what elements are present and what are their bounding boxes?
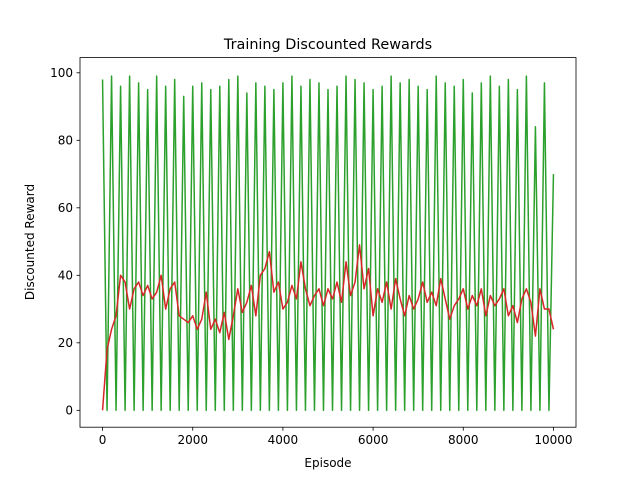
- y-tick-label: 0: [65, 403, 73, 417]
- series-line: [101, 244, 555, 411]
- x-tick-label: 6000: [358, 433, 389, 447]
- y-tick-label: 60: [58, 201, 73, 215]
- y-tick-label: 40: [58, 268, 73, 282]
- x-tick-label: 0: [99, 433, 107, 447]
- plot-frame: [79, 57, 577, 428]
- x-tick-label: 10000: [534, 433, 572, 447]
- x-tick-label: 4000: [268, 433, 299, 447]
- y-axis-label: Discounted Reward: [23, 184, 37, 300]
- x-tick-label: 2000: [177, 433, 208, 447]
- x-tick-label: 8000: [448, 433, 479, 447]
- y-tick-label: 100: [50, 66, 73, 80]
- y-tick-label: 20: [58, 336, 73, 350]
- y-tick-label: 80: [58, 133, 73, 147]
- series-line: [101, 75, 555, 412]
- chart-title: Training Discounted Rewards: [223, 37, 432, 53]
- x-axis-label: Episode: [304, 456, 351, 470]
